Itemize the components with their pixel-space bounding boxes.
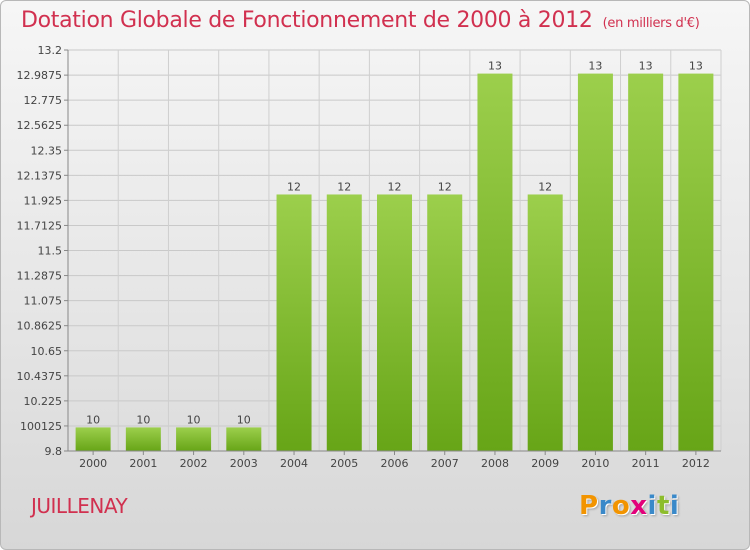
value-label: 13: [588, 60, 602, 73]
y-tick-label: 9.8: [45, 445, 63, 458]
chart-title: Dotation Globale de Fonctionnement de 20…: [21, 8, 700, 33]
value-label: 13: [639, 60, 653, 73]
bar: [125, 427, 161, 451]
logo-letter: P: [579, 491, 599, 521]
value-label: 10: [187, 413, 201, 426]
bar: [226, 427, 262, 451]
x-tick-label: 2009: [531, 457, 559, 470]
bar: [628, 73, 664, 452]
value-label: 10: [237, 413, 251, 426]
value-label: 12: [337, 180, 351, 193]
x-tick-label: 2004: [280, 457, 308, 470]
x-tick-label: 2001: [129, 457, 157, 470]
y-tick-label: 10.225: [24, 395, 63, 408]
y-tick-label: 11.5: [38, 245, 63, 258]
x-tick-label: 2005: [330, 457, 358, 470]
logo-letter: r: [598, 491, 612, 521]
commune-name: JUILLENAY: [31, 494, 128, 518]
y-tick-label: 12.35: [31, 144, 63, 157]
value-label: 12: [287, 180, 301, 193]
logo-letter: t: [656, 491, 670, 521]
value-label: 10: [86, 413, 100, 426]
bar: [427, 194, 463, 451]
value-label: 13: [488, 60, 502, 73]
value-label: 12: [438, 180, 452, 193]
x-tick-label: 2000: [79, 457, 107, 470]
logo-letter: i: [669, 491, 680, 521]
value-label: 13: [689, 60, 703, 73]
bar: [477, 73, 513, 452]
y-tick-label: 11.925: [24, 194, 63, 207]
bar: [326, 194, 362, 451]
y-tick-label: 10.4375: [17, 370, 63, 383]
x-tick-label: 2011: [632, 457, 660, 470]
bar: [678, 73, 714, 452]
proxiti-logo: Proxiti: [579, 491, 679, 521]
logo-letter: o: [611, 491, 631, 521]
y-tick-label: 10.8625: [17, 320, 63, 333]
logo-letter: x: [630, 491, 648, 521]
title-text: Dotation Globale de Fonctionnement de 20…: [21, 8, 593, 33]
bar: [75, 427, 111, 451]
x-tick-label: 2010: [581, 457, 609, 470]
logo-letter: i: [647, 491, 657, 521]
y-tick-label: 12.775: [24, 94, 63, 107]
bar: [527, 194, 563, 451]
y-tick-label: 11.075: [24, 295, 63, 308]
bar: [176, 427, 212, 451]
y-tick-label: 100125: [20, 420, 62, 433]
bar: [276, 194, 312, 451]
x-tick-label: 2003: [230, 457, 258, 470]
y-tick-label: 13.2: [38, 44, 63, 57]
y-tick-label: 11.2875: [17, 270, 63, 283]
value-label: 12: [388, 180, 402, 193]
value-label: 12: [538, 180, 552, 193]
bars: 10 10 10 10 12 12 12 12 13 12 13 13 13: [75, 60, 714, 452]
value-label: 10: [136, 413, 150, 426]
x-tick-label: 2012: [682, 457, 710, 470]
y-tick-label: 10.65: [31, 345, 63, 358]
x-tick-label: 2007: [431, 457, 459, 470]
x-tick-label: 2002: [180, 457, 208, 470]
y-tick-label: 12.9875: [17, 69, 63, 82]
bar: [377, 194, 412, 451]
y-tick-label: 11.7125: [17, 219, 63, 232]
bar: [577, 73, 613, 452]
y-tick-label: 12.1375: [17, 169, 63, 182]
y-tick-label: 12.5625: [17, 119, 63, 132]
x-tick-label: 2008: [481, 457, 509, 470]
axes: 9.8 100125 10.225 10.4375 10.65 10.8625 11.075…: [17, 44, 721, 470]
x-tick-label: 2006: [381, 457, 409, 470]
unit-label: (en milliers d'€): [602, 16, 700, 31]
